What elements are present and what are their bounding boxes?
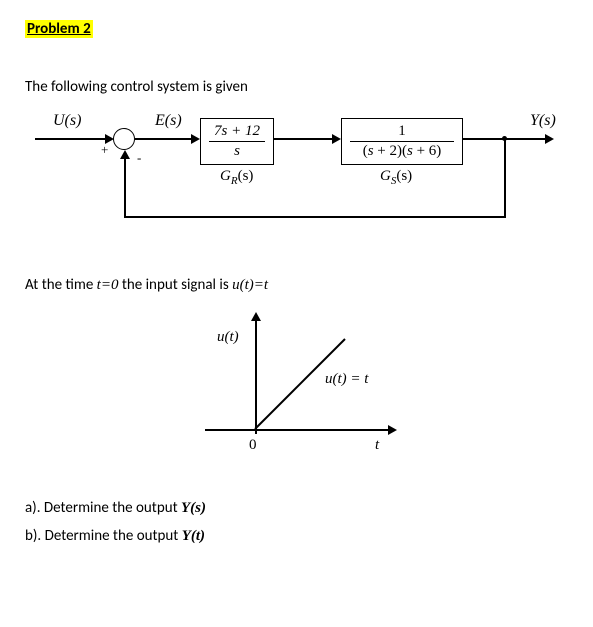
line-sum-gr — [135, 138, 193, 140]
sum-plus: + — [101, 142, 108, 158]
gr-denominator: s — [209, 142, 265, 160]
line-feedback-down — [504, 138, 506, 218]
questions: a). Determine the output Y(s) b). Determ… — [25, 499, 568, 545]
arrow-output — [545, 134, 554, 144]
plant-label: GS(s) — [380, 168, 412, 187]
arrow-gr-gs — [332, 134, 341, 144]
controller-label: GR(s) — [220, 168, 253, 187]
block-diagram: U(s) + - E(s) 7s + 12 s GR(s) 1 (s + 2)(… — [35, 116, 555, 246]
arrow-feedback — [120, 150, 130, 159]
line-feedback-horiz — [124, 216, 505, 218]
gs-numerator: 1 — [350, 123, 454, 142]
question-b: b). Determine the output Y(t) — [25, 527, 568, 545]
input-signal-label: U(s) — [53, 112, 81, 130]
error-signal-label: E(s) — [155, 112, 182, 130]
controller-block: 7s + 12 s — [200, 118, 274, 165]
plant-block: 1 (s + 2)(s + 6) — [341, 118, 463, 165]
intro-text: The following control system is given — [25, 78, 568, 96]
arrow-sum-gr — [191, 134, 200, 144]
gr-numerator: 7s + 12 — [209, 123, 265, 142]
line-gr-gs — [274, 138, 334, 140]
problem-title: Problem 2 — [25, 20, 93, 38]
ramp-sentence: At the time t=0 the input signal is u(t)… — [25, 276, 568, 294]
ramp-curve-label: u(t) = t — [325, 371, 368, 388]
summing-junction — [113, 128, 135, 150]
line-feedback-up — [124, 157, 126, 218]
question-a: a). Determine the output Y(s) — [25, 499, 568, 517]
line-input — [35, 138, 107, 140]
ramp-plot: u(t) t 0 u(t) = t — [205, 319, 425, 469]
output-signal-label: Y(s) — [530, 112, 556, 130]
ramp-line — [205, 319, 405, 449]
gs-denominator: (s + 2)(s + 6) — [350, 142, 454, 160]
sum-minus: - — [137, 150, 141, 166]
